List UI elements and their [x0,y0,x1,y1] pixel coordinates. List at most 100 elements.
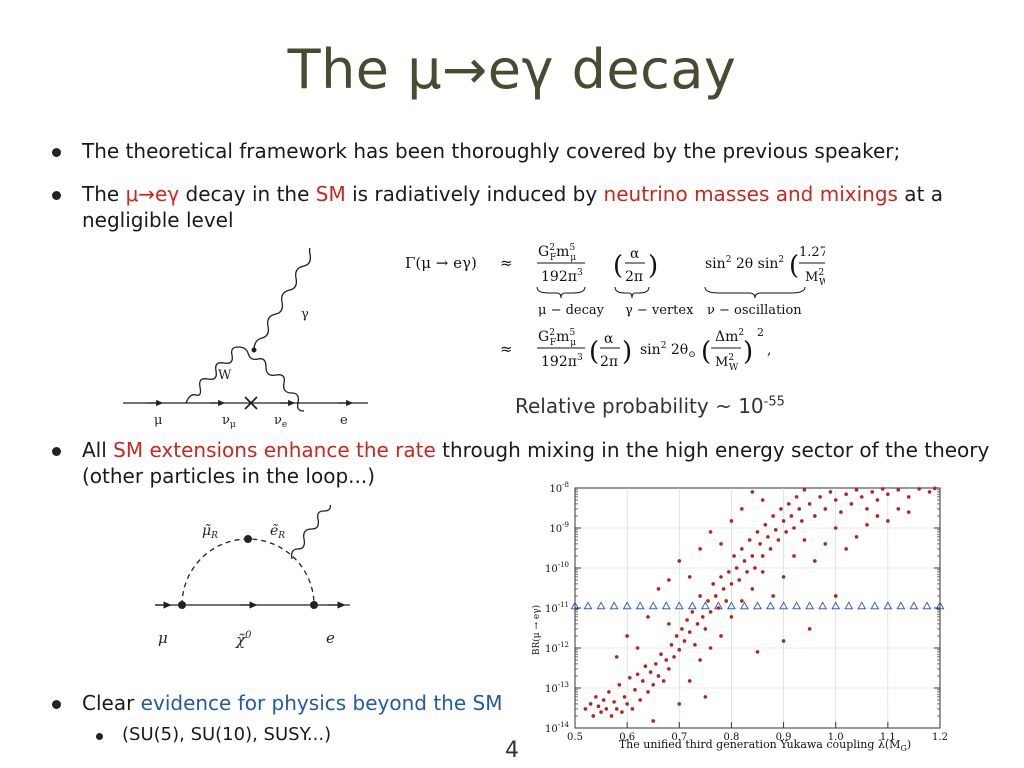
triangle-marker [687,601,697,610]
scatter-point [797,507,802,511]
paren-right: ) [648,251,658,281]
scatter-point [635,672,640,677]
scatter-point [906,510,911,514]
two-pi: 2π [625,269,643,285]
scatter-point [664,658,669,662]
scatter-point [813,514,817,518]
scatter-point [599,710,603,714]
scatter-point [833,526,838,530]
alpha: α [630,246,640,262]
y-tick-exponent: -12 [558,641,569,649]
scatter-point [740,599,744,603]
xlabel-sub: G [900,744,906,753]
scatter-point [766,535,770,539]
feynman-diagram-susy: μ̃R ẽR μ χ̃0 e [155,505,350,649]
paren-left: ( [701,337,711,367]
x-tick-label: 1.0 [828,732,844,743]
text-span: at a [897,182,944,206]
scatter-point [698,594,702,598]
scatter-point [740,507,744,511]
vertex-dot [251,347,257,353]
scatter-point [687,679,692,683]
bullet-text-line2: (other particles in the loop...) [82,464,376,488]
triangle-marker [896,601,906,610]
label-e-r: ẽR [270,523,285,541]
scatter-point [656,674,661,678]
text-span: All [82,438,114,462]
scatter-point [859,495,864,499]
scatter-point [794,495,799,499]
scatter-point [813,559,817,563]
scatter-point [687,630,692,634]
nu-symbol: ν [274,413,282,428]
scatter-point [646,690,650,694]
scatter-point [677,702,682,706]
paren-left: ( [789,251,799,281]
nu-sub: e [282,420,287,430]
scatter-point [758,542,762,546]
triangle-marker [805,601,815,610]
formula-frac-num: G2 Fm5 μ [538,243,576,263]
scatter-point [781,519,786,523]
scatter-point [760,498,765,502]
xlabel-end: ) [907,738,911,751]
label-e: e [340,413,348,428]
triangle-marker [883,601,893,610]
scatter-point [750,490,755,494]
scatter-point [737,578,742,582]
y-tick-base: 10 [545,604,558,615]
scatter-point [800,519,804,523]
triangle-marker [753,601,762,610]
scatter-point [633,688,637,692]
triangle-marker [779,601,788,610]
triangle-marker [674,601,684,610]
scatter-point [667,578,671,582]
y-tick-exponent: -8 [562,481,569,489]
scatter-point [763,523,768,527]
label-e: e [326,629,335,647]
text-span: through mixing in the high energy sector… [435,438,990,462]
formula-lhs: Γ(μ → eγ) [405,254,477,272]
label-chi: χ̃0 [235,630,252,649]
scatter-point [818,495,822,499]
sm-highlight: SM [315,182,346,206]
y-tick-base: 10 [549,484,562,495]
scatter-point [854,488,859,492]
scatter-point [844,547,848,551]
scatter-point [677,559,682,563]
scatter-point [854,535,859,539]
scatter-point [614,655,619,659]
scatter-point [792,554,796,558]
x-tick-label: 1.1 [880,732,896,743]
scatter-point [802,538,807,542]
mu-e-gamma-highlight: μ→eγ [125,182,180,206]
nu-symbol: ν [222,413,230,428]
vertex-dot-right [310,601,318,609]
plot-gridlines [575,488,940,728]
page-number: 4 [505,738,519,763]
scatter-point [614,707,619,711]
square-exponent: 2 [757,326,764,339]
paren-right: ) [622,337,632,367]
scatter-point [896,488,901,492]
bullet-dot [52,148,61,157]
scatter-point [753,566,757,570]
scatter-point [719,542,723,546]
scatter-point [640,679,645,683]
scatter-point [740,547,744,551]
label-mu-decay: μ − decay [538,303,605,318]
scatter-point [609,714,614,718]
scatter-point [659,652,663,656]
vertex-dot-top [244,535,252,543]
photon-line [290,505,332,560]
mu-r-symbol: μ̃ [202,523,211,539]
scatter-point [750,587,755,591]
triangle-marker [909,601,919,610]
vertex-dot-left [178,601,186,609]
scatter-point [833,498,838,502]
scatter-point [886,492,890,496]
chi-sup: 0 [245,630,252,641]
scatter-point [627,675,632,680]
x-tick-label: 0.5 [567,732,583,743]
x-tick-label: 1.2 [932,732,948,743]
